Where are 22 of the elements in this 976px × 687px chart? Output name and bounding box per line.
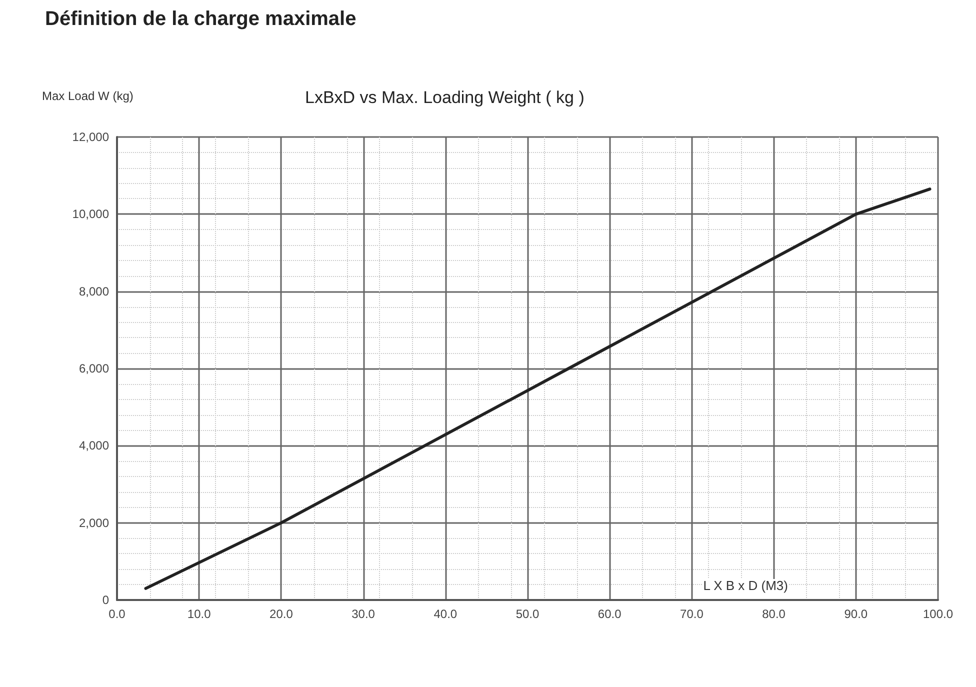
x-tick-label: 0.0 [108,607,126,621]
chart-subtitle: Définition de la charge maximale [45,8,356,30]
x-tick-label: 20.0 [270,607,294,621]
x-tick-label: 80.0 [762,607,786,621]
y-tick-label: 6,000 [78,362,110,376]
y-tick-label: 2,000 [78,516,110,530]
x-tick-label: 90.0 [844,607,868,621]
y-tick-label: 8,000 [78,284,110,298]
x-axis-title: L X B x D (M3) [703,578,788,593]
y-axis-title: Max Load W (kg) [42,89,134,103]
x-tick-label: 10.0 [187,607,212,621]
y-tick-label: 0 [102,593,110,607]
x-tick-label: 40.0 [434,607,458,621]
chart-title: LxBxD vs Max. Loading Weight ( kg ) [305,88,584,107]
y-tick-label: 12,000 [72,130,110,144]
y-tick-label: 4,000 [78,438,110,453]
x-tick-label: 30.0 [352,607,376,621]
x-tick-label: 100.0 [922,607,954,621]
x-tick-label: 50.0 [516,607,540,621]
y-tick-label: 10,000 [72,207,110,222]
x-tick-label: 60.0 [598,607,622,621]
x-tick-label: 70.0 [680,607,704,621]
